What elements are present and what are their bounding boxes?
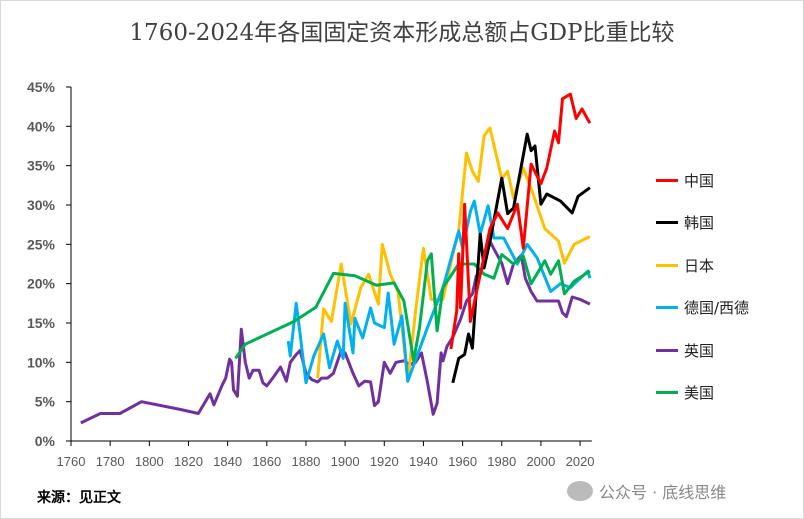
legend-label: 韩国 xyxy=(684,214,715,233)
y-tick-label: 5% xyxy=(35,394,56,410)
series-line-0 xyxy=(449,92,592,350)
legend-item: 英国 xyxy=(656,329,749,372)
legend-item: 德国/西德 xyxy=(656,287,749,330)
x-tick-label: 1820 xyxy=(174,454,203,469)
watermark-text: 公众号 · 底线思维 xyxy=(599,483,727,502)
legend-swatch xyxy=(656,306,678,310)
legend-item: 韩国 xyxy=(656,202,749,245)
legend-swatch xyxy=(656,263,678,267)
y-tick-label: 20% xyxy=(27,276,56,292)
x-tick-label: 1960 xyxy=(448,454,477,469)
y-tick-label: 15% xyxy=(27,315,56,331)
legend: 中国韩国日本德国/西德英国美国 xyxy=(656,159,749,414)
y-tick-label: 0% xyxy=(35,433,56,449)
series-line-1 xyxy=(451,132,591,384)
legend-swatch xyxy=(656,221,678,225)
y-tick-label: 10% xyxy=(27,354,56,370)
x-tick-label: 1840 xyxy=(213,454,242,469)
x-tick-label: 1760 xyxy=(57,454,86,469)
y-tick-label: 25% xyxy=(27,236,56,252)
legend-label: 英国 xyxy=(684,341,715,360)
wechat-icon xyxy=(567,481,593,501)
series-line-2 xyxy=(316,126,591,383)
x-tick-label: 1780 xyxy=(96,454,125,469)
legend-label: 美国 xyxy=(684,384,715,403)
watermark: 公众号 · 底线思维 xyxy=(567,479,726,503)
x-tick-label: 2000 xyxy=(526,454,555,469)
series-line-5 xyxy=(234,252,591,363)
legend-item: 日本 xyxy=(656,244,749,287)
x-tick-label: 1980 xyxy=(487,454,516,469)
chart-title: 1760-2024年各国固定资本形成总额占GDP比重比较 xyxy=(129,20,675,46)
x-tick-label: 1860 xyxy=(252,454,281,469)
legend-label: 中国 xyxy=(684,171,715,190)
y-tick-label: 35% xyxy=(27,158,56,174)
source-note: 来源：见正文 xyxy=(37,490,121,506)
x-tick-label: 2020 xyxy=(566,454,595,469)
legend-item: 中国 xyxy=(656,159,749,202)
series-line-4 xyxy=(80,239,591,425)
x-tick-label: 1920 xyxy=(370,454,399,469)
legend-label: 日本 xyxy=(684,256,715,275)
x-tick-label: 1800 xyxy=(135,454,164,469)
y-tick-label: 45% xyxy=(27,79,56,95)
legend-swatch xyxy=(656,178,678,182)
y-tick-label: 30% xyxy=(27,197,56,213)
legend-swatch xyxy=(656,348,678,352)
legend-label: 德国/西德 xyxy=(684,299,750,318)
y-tick-label: 40% xyxy=(27,118,56,134)
x-tick-label: 1940 xyxy=(409,454,438,469)
legend-swatch xyxy=(656,391,678,395)
x-tick-label: 1880 xyxy=(291,454,320,469)
legend-item: 美国 xyxy=(656,372,749,415)
x-tick-label: 1900 xyxy=(331,454,360,469)
series-line-3 xyxy=(286,199,592,385)
